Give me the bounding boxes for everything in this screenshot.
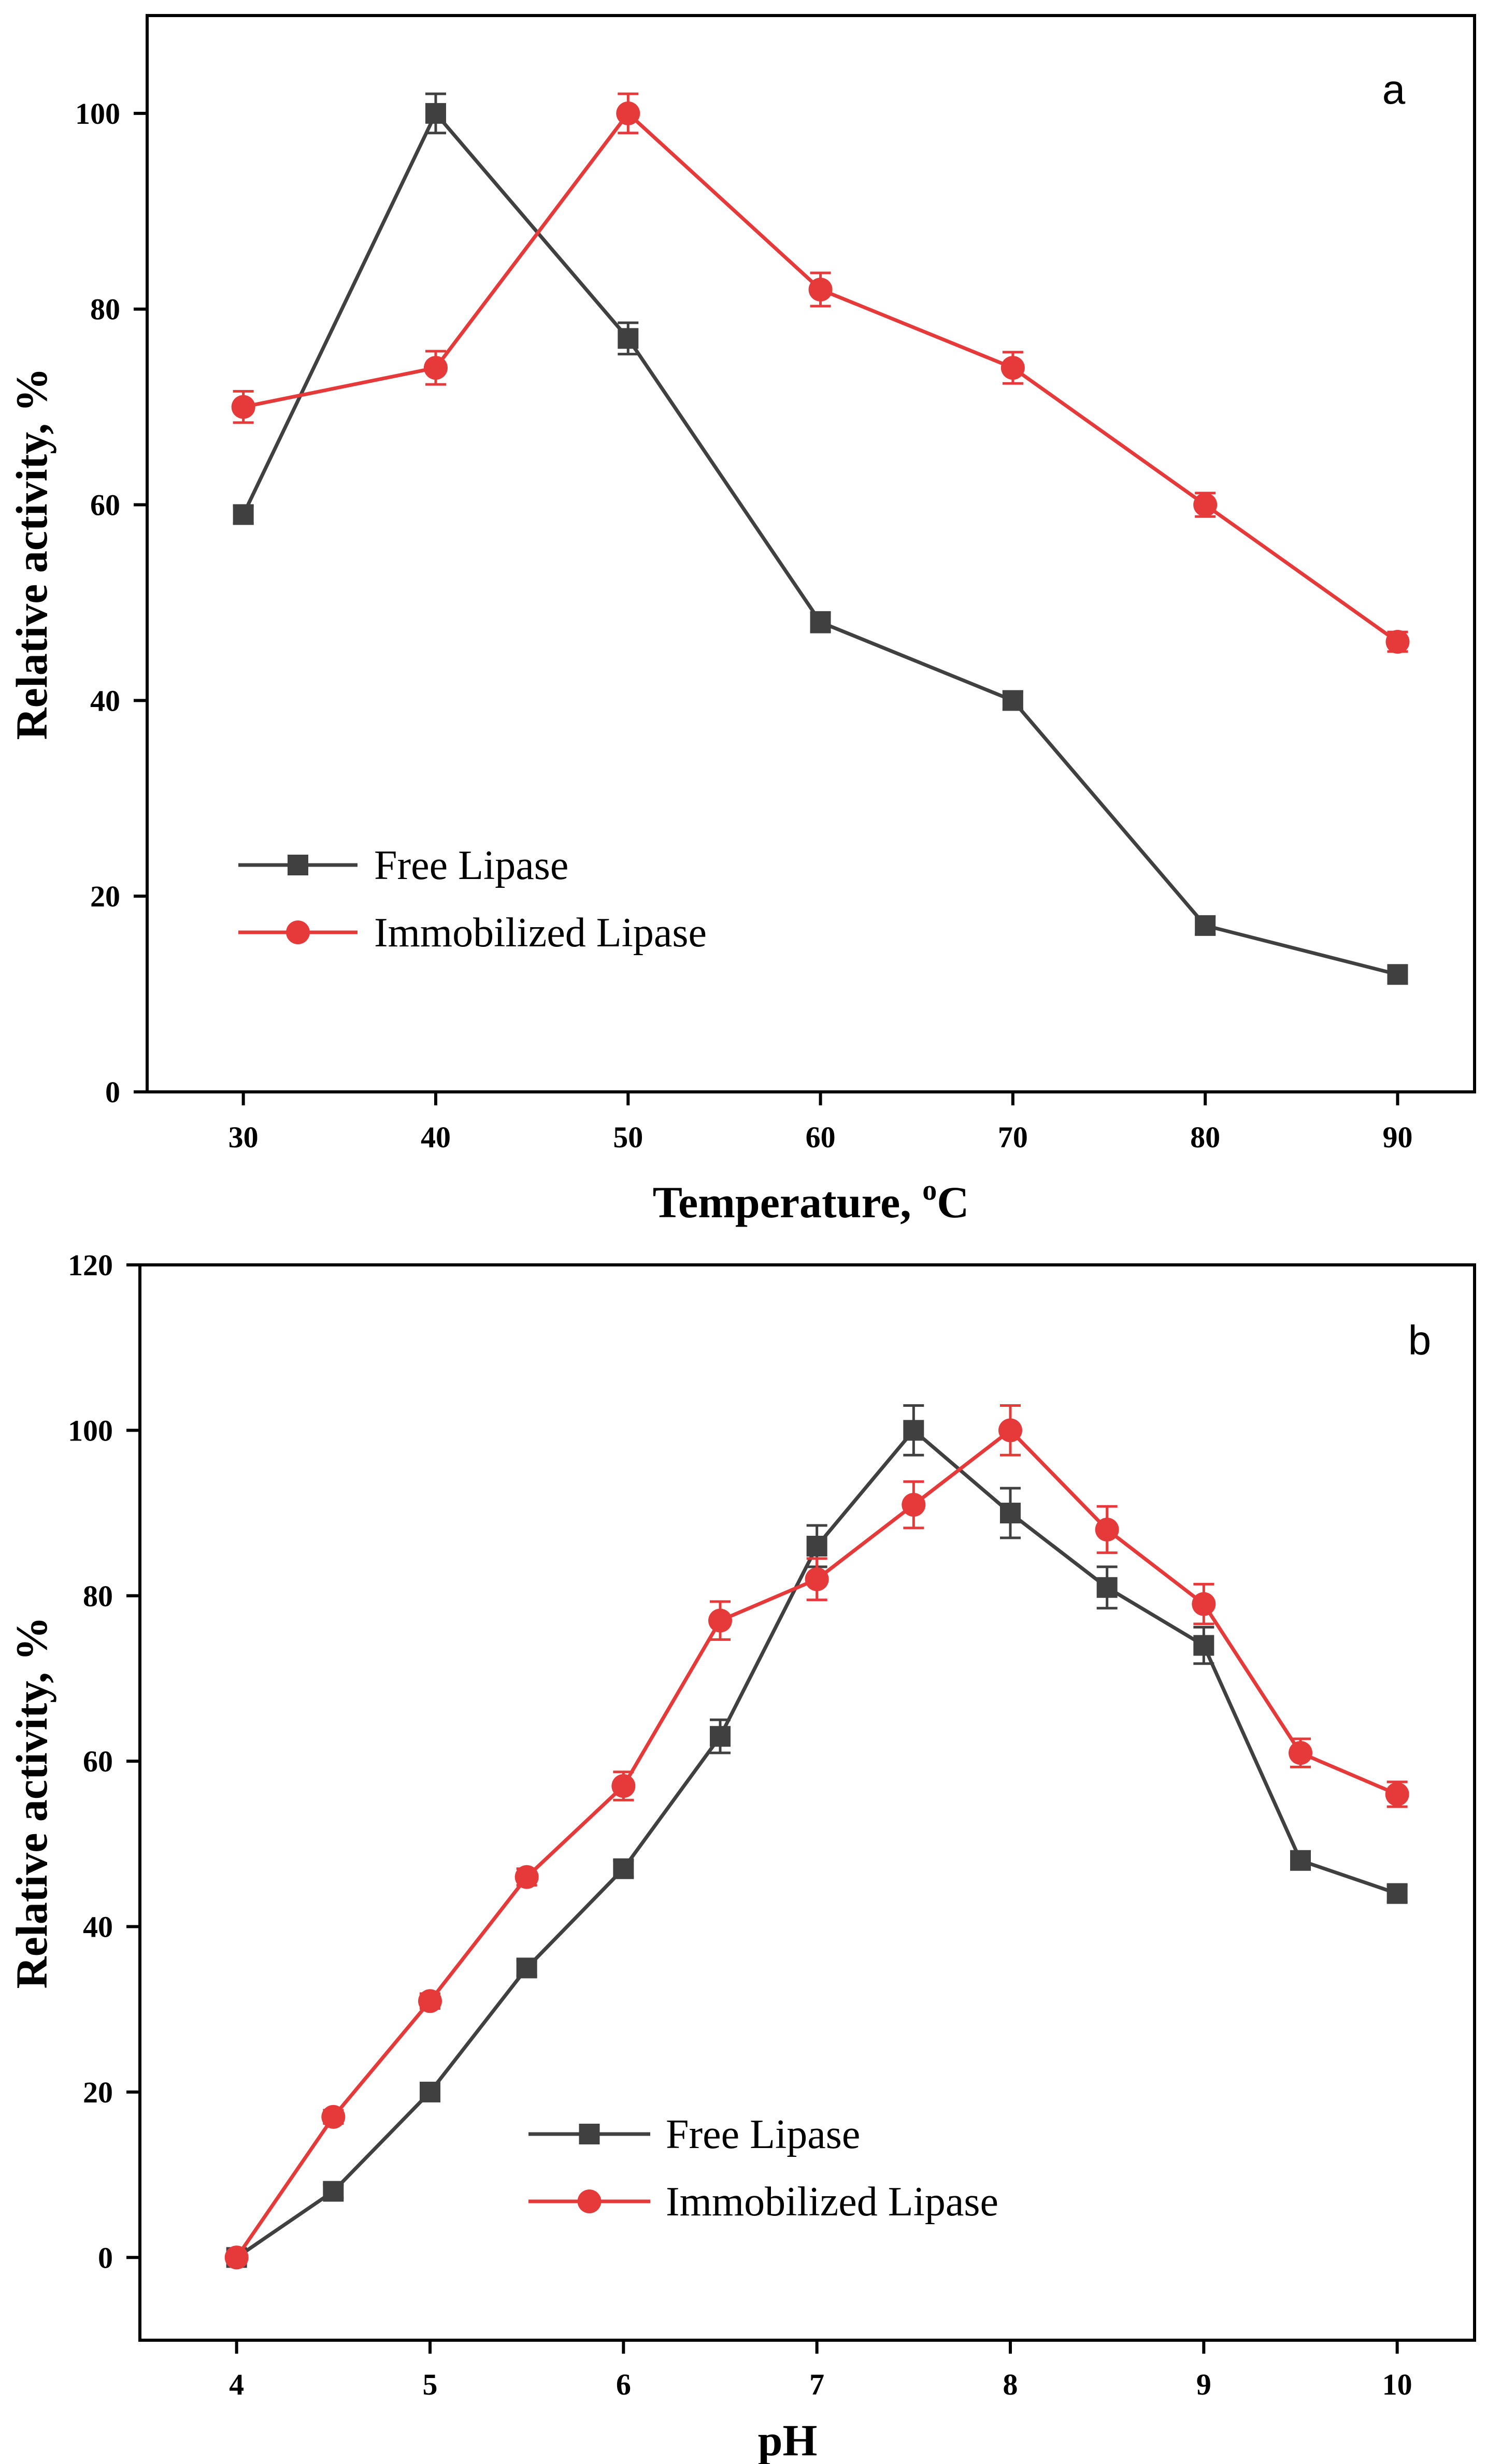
panel-a-series-immobilized-lipase [231, 92, 1410, 654]
panel-a-series-free-lipase-point [233, 504, 254, 525]
panel-b-series-immobilized-lipase [224, 1404, 1409, 2270]
panel-b-series-free-lipase-point [1290, 1850, 1311, 1871]
panel-b-y-tick-label: 20 [83, 2076, 113, 2109]
panel-b-series-free-lipase-point [710, 1726, 731, 1747]
panel-b-series-immobilized-lipase-point [418, 1989, 442, 2013]
legend-label: Free Lipase [374, 843, 568, 888]
panel-a-label: a [1382, 66, 1406, 112]
panel-b-series-immobilized-lipase-point [1095, 1518, 1119, 1542]
panel-a-series-immobilized-lipase-point [616, 101, 640, 125]
panel-b-x-tick-label: 8 [1003, 2368, 1018, 2401]
panel-b-x-tick-label: 6 [616, 2368, 631, 2401]
panel-a-series-free-lipase-point [810, 612, 831, 633]
legend-marker [577, 2189, 602, 2213]
panel-b-x-tick-label: 10 [1382, 2368, 1412, 2401]
legend-label: Immobilized Lipase [374, 910, 707, 956]
panel-b-series-free-lipase-point [613, 1858, 634, 1879]
panel-a-legend-entry-free-lipase: Free Lipase [238, 843, 568, 888]
panel-a-series-free-lipase-point [618, 328, 639, 349]
panel-b-series-immobilized-lipase-point [1192, 1592, 1216, 1616]
panel-a-x-tick-label: 90 [1382, 1120, 1412, 1154]
panel-b-series-immobilized-lipase-point [1289, 1741, 1312, 1765]
panel-a-series-free-lipase-point [1387, 964, 1408, 985]
panel-a-x-tick-label: 70 [998, 1120, 1028, 1154]
panel-b-y-tick-label: 80 [83, 1579, 113, 1613]
panel-a-y-tick-label: 80 [90, 293, 120, 326]
panel-b-y-tick-label: 100 [68, 1414, 113, 1447]
panel-a-series-immobilized-lipase-point [1193, 493, 1218, 517]
panel-b-series-free-lipase [226, 1404, 1408, 2268]
panel-a-series-immobilized-lipase-point [1385, 630, 1410, 654]
panel-b-legend-entry-immobilized-lipase: Immobilized Lipase [528, 2179, 998, 2225]
panel-b-series-immobilized-lipase-point [224, 2245, 249, 2270]
panel-b-series-immobilized-lipase-point [902, 1493, 926, 1517]
panel-a-series-immobilized-lipase-point [231, 395, 255, 419]
panel-a-y-tick-label: 100 [75, 97, 120, 131]
panel-a-series-immobilized-lipase-line [242, 110, 1399, 643]
legend-marker [286, 920, 310, 944]
panel-b-series-free-lipase-point [420, 2081, 440, 2102]
legend-marker [579, 2124, 600, 2144]
panel-b-y-tick-label: 120 [68, 1248, 113, 1282]
panel-a-y-tick-label: 40 [90, 684, 120, 717]
panel-a-plot-frame [146, 14, 1476, 1093]
panel-b-series-free-lipase-point [1193, 1635, 1214, 1656]
panel-b-series-immobilized-lipase-point [611, 1774, 636, 1798]
panel-b-series-free-lipase-point [1096, 1577, 1118, 1598]
panel-b-series-immobilized-lipase-point [1385, 1782, 1409, 1807]
panel-b-series-free-lipase-point [806, 1535, 827, 1557]
panel-a-series-free-lipase [233, 92, 1408, 985]
panel-a-y-tick-label: 0 [105, 1075, 120, 1109]
panel-a: 30 40 50 60 70 80 90 0 20 40 60 80 100 Temperature, o… [7, 14, 1476, 1227]
panel-b-y-tick-label: 60 [83, 1745, 113, 1778]
panel-a-x-axis-label: Temperature, oC [653, 1174, 969, 1227]
panel-b-legend-entry-free-lipase: Free Lipase [528, 2112, 860, 2157]
panel-a-y-axis-label: Relative activity, % [7, 368, 56, 740]
legend-label: Free Lipase [666, 2112, 860, 2157]
panel-b-series-free-lipase-point [903, 1420, 924, 1441]
panel-a-x-tick-label: 50 [613, 1120, 643, 1154]
panel-b-series-immobilized-lipase-point [514, 1865, 539, 1889]
panel-b-series-immobilized-lipase-point [321, 2105, 346, 2129]
panel-b-series-free-lipase-point [516, 1957, 537, 1979]
panel-b-series-immobilized-lipase-point [998, 1418, 1022, 1443]
legend-label: Immobilized Lipase [666, 2179, 998, 2225]
legend-marker [288, 855, 308, 875]
panel-a-series-free-lipase-point [425, 103, 446, 124]
panel-b-series-immobilized-lipase-point [805, 1567, 829, 1591]
panel-b-plot-frame [138, 1263, 1476, 2342]
panel-a-x-tick-label: 80 [1190, 1120, 1220, 1154]
panel-b-y-tick-label: 0 [98, 2241, 113, 2274]
panel-a-series-free-lipase-point [1195, 915, 1216, 936]
panel-a-y-tick-label: 20 [90, 880, 120, 913]
panel-b-x-tick-label: 4 [229, 2368, 244, 2401]
panel-b-x-axis-label: pH [758, 2415, 818, 2464]
panel-b-y-axis-label: Relative activity, % [7, 1617, 56, 1989]
panel-a-series-immobilized-lipase-point [808, 277, 833, 301]
panel-b-series-free-lipase-point [1000, 1503, 1021, 1524]
panel-a-y-tick-label: 60 [90, 488, 120, 522]
panel-b-series-immobilized-lipase-point [708, 1608, 732, 1633]
panel-b-x-tick-label: 5 [423, 2368, 438, 2401]
panel-a-series-immobilized-lipase-point [423, 356, 448, 380]
panel-b-series-free-lipase-point [1386, 1883, 1408, 1904]
panel-b-series-free-lipase-point [323, 2181, 344, 2202]
panel-b-label: b [1408, 1317, 1432, 1363]
panel-b-x-tick-label: 7 [809, 2368, 824, 2401]
panel-a-series-immobilized-lipase-point [1000, 356, 1025, 380]
panel-b-y-tick-label: 40 [83, 1910, 113, 1944]
panel-a-legend-entry-immobilized-lipase: Immobilized Lipase [238, 910, 707, 956]
panel-b-x-tick-label: 9 [1196, 2368, 1211, 2401]
panel-a-x-tick-label: 30 [228, 1120, 259, 1154]
panel-a-x-tick-label: 40 [421, 1120, 451, 1154]
panel-a-series-free-lipase-point [1002, 690, 1023, 711]
panel-a-x-tick-label: 60 [806, 1120, 836, 1154]
